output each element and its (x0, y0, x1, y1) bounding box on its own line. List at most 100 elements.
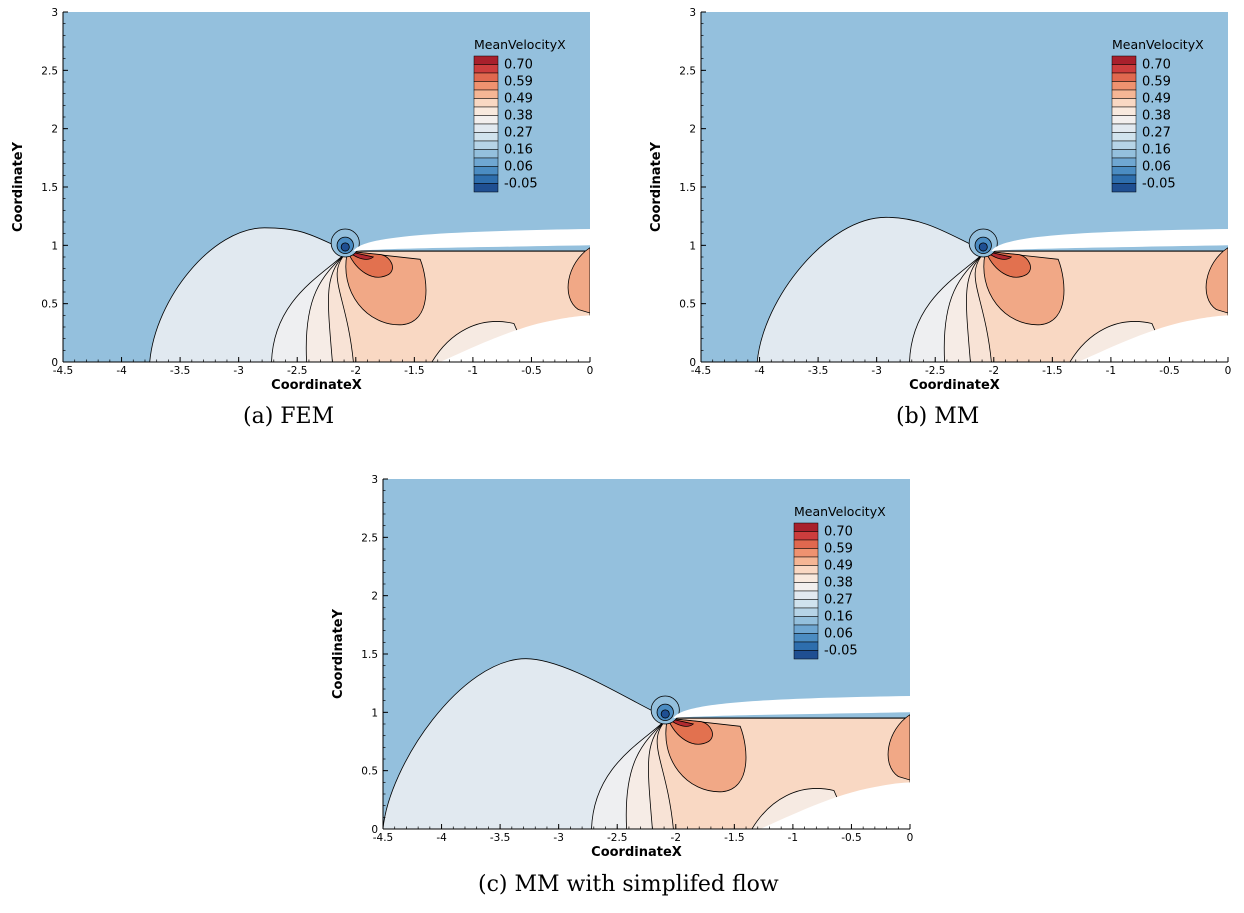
colorbar-swatch (793, 607, 819, 617)
colorbar-swatch (473, 115, 499, 125)
contour-bubble (660, 709, 670, 719)
y-tick-label: 3 (51, 7, 58, 19)
colorbar-swatch (1111, 140, 1137, 150)
colorbar-swatch (1111, 123, 1137, 133)
colorbar-swatch (1111, 81, 1137, 91)
y-tick-label: 0 (689, 357, 696, 369)
x-tick-label: -0.5 (841, 832, 862, 844)
colorbar-swatch (1111, 115, 1137, 125)
colorbar-label: -0.05 (824, 644, 858, 659)
caption-mm: (b) MM (896, 404, 980, 429)
colorbar-label: 0.16 (824, 610, 853, 625)
colorbar-swatch (1111, 72, 1137, 82)
colorbar-label: 0.06 (1142, 160, 1171, 175)
colorbar-swatch (1111, 55, 1137, 65)
colorbar-swatch (793, 650, 819, 660)
airfoil-main (991, 229, 1228, 252)
colorbar-label: 0.70 (504, 58, 533, 73)
x-tick-label: -3 (233, 365, 243, 377)
colorbar-swatch (1111, 174, 1137, 184)
x-tick-label: -1.5 (404, 365, 425, 377)
colorbar-label: 0.27 (1142, 126, 1171, 141)
y-tick-label: 1 (51, 240, 58, 252)
colorbar-swatch (473, 183, 499, 193)
x-tick-label: -0.5 (1159, 365, 1180, 377)
colorbar-label: 0.49 (504, 92, 533, 107)
colorbar-swatch (1111, 98, 1137, 108)
caption-fem: (a) FEM (243, 404, 335, 429)
colorbar-label: 0.38 (824, 576, 853, 591)
x-tick-label: -4 (754, 365, 765, 377)
colorbar-swatch (793, 590, 819, 600)
y-tick-label: 2 (51, 124, 58, 136)
colorbar-label: 0.06 (504, 160, 533, 175)
colorbar-label: 0.59 (824, 542, 853, 557)
colorbar-swatch (793, 531, 819, 541)
colorbar-swatch (793, 624, 819, 634)
x-tick-label: -1 (1106, 365, 1116, 377)
colorbar-swatch (793, 522, 819, 532)
contour-band (1205, 247, 1228, 314)
x-tick-label: -2 (989, 365, 999, 377)
colorbar-swatch (473, 174, 499, 184)
airfoil-flap (760, 782, 910, 829)
x-tick-label: 0 (907, 832, 914, 844)
y-axis-label: CoordinateY (331, 608, 346, 699)
x-axis-label: CoordinateX (909, 378, 1000, 393)
colorbar-swatch (473, 72, 499, 82)
colorbar-swatch (793, 616, 819, 626)
colorbar-swatch (473, 132, 499, 142)
colorbar-swatch (473, 81, 499, 91)
y-tick-label: 1 (689, 240, 696, 252)
colorbar-swatch (793, 565, 819, 575)
colorbar-swatch (1111, 64, 1137, 74)
colorbar-label: 0.70 (1142, 58, 1171, 73)
panel-mm: -4.5 -4 -3.5 -3 -2.5 -2 -1.5 -1 -0.5 0 0 0.5 1 1.5 2 2.… (638, 0, 1238, 400)
contour-plot: -4.5 -4 -3.5 -3 -2.5 -2 -1.5 -1 -0.5 0 0 0.5 1 1.5 2 2.… (331, 474, 914, 860)
x-tick-label: -3.5 (808, 365, 829, 377)
colorbar-label: 0.49 (824, 559, 853, 574)
contour-band (887, 714, 910, 781)
colorbar-label: -0.05 (1142, 177, 1176, 192)
x-tick-label: -4.5 (373, 832, 394, 844)
airfoil-main (353, 229, 590, 252)
colorbar-label: 0.27 (504, 126, 533, 141)
y-tick-label: 0.5 (679, 299, 696, 311)
y-tick-label: 2.5 (679, 65, 696, 77)
colorbar-swatch (473, 64, 499, 74)
caption-mm-simplified: (c) MM with simplifed flow (478, 872, 779, 897)
x-tick-label: -4 (116, 365, 127, 377)
x-tick-label: -2.5 (607, 832, 628, 844)
y-axis-label: CoordinateY (649, 141, 664, 232)
airfoil-main (673, 696, 910, 719)
colorbar-swatch (1111, 106, 1137, 116)
colorbar-swatch (793, 582, 819, 592)
airfoil-flap (440, 315, 590, 362)
colorbar-label: 0.38 (1142, 109, 1171, 124)
y-tick-label: 0.5 (361, 766, 378, 778)
colorbar-swatch (793, 573, 819, 583)
x-tick-label: -3 (871, 365, 881, 377)
y-tick-label: 1 (371, 707, 378, 719)
x-axis-label: CoordinateX (271, 378, 362, 393)
x-tick-label: -1 (788, 832, 798, 844)
x-tick-label: -2 (671, 832, 681, 844)
colorbar-label: 0.27 (824, 593, 853, 608)
y-tick-label: 1.5 (41, 182, 58, 194)
colorbar-swatch (793, 599, 819, 609)
colorbar-swatch (793, 548, 819, 558)
x-tick-label: -4.5 (691, 365, 712, 377)
y-tick-label: 0.5 (41, 299, 58, 311)
colorbar-swatch (473, 55, 499, 65)
colorbar-swatch (1111, 166, 1137, 176)
y-tick-label: 2.5 (361, 532, 378, 544)
panel-mm-simplified: -4.5 -4 -3.5 -3 -2.5 -2 -1.5 -1 -0.5 0 0 0.5 1 1.5 2 2.… (320, 467, 920, 867)
colorbar-swatch (793, 641, 819, 651)
colorbar-swatch (1111, 183, 1137, 193)
x-tick-label: -0.5 (521, 365, 542, 377)
y-tick-label: 2 (689, 124, 696, 136)
colorbar-swatch (1111, 132, 1137, 142)
colorbar-label: 0.16 (1142, 143, 1171, 158)
colorbar-swatch (473, 157, 499, 167)
colorbar-swatch (793, 539, 819, 549)
